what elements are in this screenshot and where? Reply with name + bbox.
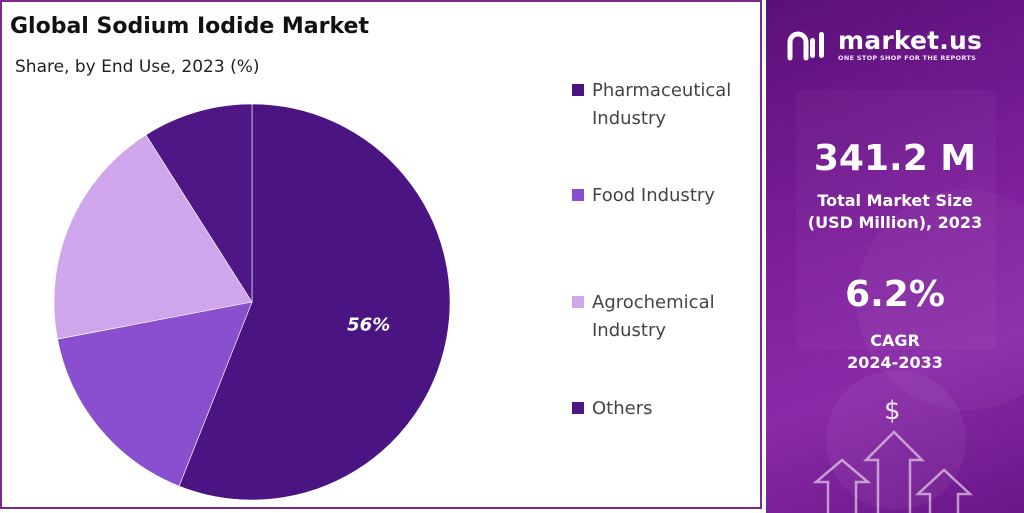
legend-label-line1: Pharmaceutical — [592, 80, 732, 101]
pie-slice-agrochemical — [53, 134, 253, 340]
growth-arrows-icon — [812, 190, 1024, 513]
legend-swatch — [572, 296, 584, 308]
legend-item-pharmaceutical: Pharmaceutical Industry — [572, 77, 757, 133]
pie-slice-food — [57, 301, 253, 487]
market-size-label-line2: (USD Million), 2023 — [807, 213, 983, 232]
chart-subtitle: Share, by End Use, 2023 (%) — [15, 57, 260, 77]
cagr-label-line1: CAGR — [870, 331, 920, 350]
market-us-logo-icon — [787, 31, 824, 61]
chart-title: Global Sodium Iodide Market — [10, 14, 369, 39]
market-size-label-line1: Total Market Size — [817, 191, 973, 210]
brand-tagline: ONE STOP SHOP FOR THE REPORTS — [838, 54, 977, 62]
brand-logo[interactable]: market.us ONE STOP SHOP FOR THE REPORTS — [784, 28, 982, 62]
pie-chart: 56% — [53, 103, 451, 501]
legend-label-line2: Industry — [592, 320, 667, 341]
cagr-label: CAGR 2024-2033 — [766, 330, 1024, 374]
legend-swatch — [572, 402, 584, 414]
brand-name: market.us — [838, 26, 983, 55]
pie-slice-pharmaceutical — [178, 103, 451, 501]
market-size-label: Total Market Size (USD Million), 2023 — [766, 190, 1024, 234]
chart-panel: Global Sodium Iodide Market Share, by En… — [0, 0, 762, 509]
legend-swatch — [572, 189, 584, 201]
legend-label-line1: Others — [592, 398, 653, 419]
legend-item-agrochemical: Agrochemical Industry — [572, 289, 757, 345]
market-size-value: 341.2 M — [813, 138, 977, 179]
legend-swatch — [572, 84, 584, 96]
cagr-value: 6.2% — [845, 274, 945, 315]
stats-sidebar: market.us ONE STOP SHOP FOR THE REPORTS … — [766, 0, 1024, 513]
dollar-icon: $ — [884, 396, 901, 426]
legend-label-line1: Food Industry — [592, 185, 715, 206]
legend-item-others: Others — [572, 395, 757, 423]
pie-label-pharmaceutical: 56% — [347, 314, 390, 335]
legend-label-line1: Agrochemical — [592, 292, 715, 313]
legend-label-line2: Industry — [592, 108, 667, 129]
legend-item-food: Food Industry — [572, 182, 757, 210]
pie-slice-others — [145, 103, 253, 304]
cagr-label-line2: 2024-2033 — [847, 353, 943, 372]
